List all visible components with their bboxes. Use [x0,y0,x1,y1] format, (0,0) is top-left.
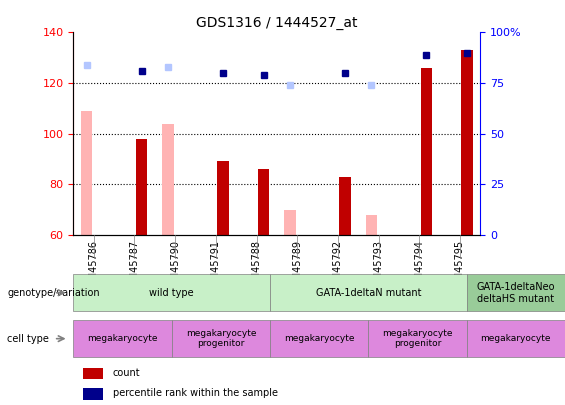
Bar [218,162,229,235]
Text: count: count [113,368,140,378]
Bar [340,177,351,235]
FancyBboxPatch shape [467,320,565,357]
FancyBboxPatch shape [270,320,368,357]
Text: cell type: cell type [7,334,49,344]
Text: wild type: wild type [150,288,194,298]
FancyBboxPatch shape [73,320,172,357]
Bar [366,215,377,235]
Text: megakaryocyte: megakaryocyte [88,334,158,343]
FancyBboxPatch shape [73,274,270,311]
Bar [462,50,473,235]
Text: genotype/variation: genotype/variation [7,288,99,298]
Bar [83,388,103,400]
Bar [81,111,92,235]
FancyBboxPatch shape [368,320,467,357]
Bar [136,139,147,235]
Text: megakaryocyte
progenitor: megakaryocyte progenitor [186,329,256,348]
Bar [284,210,295,235]
Text: megakaryocyte: megakaryocyte [481,334,551,343]
Text: GATA-1deltaN mutant: GATA-1deltaN mutant [316,288,421,298]
Text: megakaryocyte: megakaryocyte [284,334,354,343]
FancyBboxPatch shape [172,320,270,357]
Bar [421,68,432,235]
Bar [83,368,103,379]
FancyBboxPatch shape [467,274,565,311]
FancyBboxPatch shape [270,274,467,311]
Bar [258,169,270,235]
Text: GATA-1deltaNeo
deltaHS mutant: GATA-1deltaNeo deltaHS mutant [477,282,555,303]
Bar [162,124,173,235]
Text: megakaryocyte
progenitor: megakaryocyte progenitor [383,329,453,348]
Text: percentile rank within the sample: percentile rank within the sample [113,388,278,398]
Title: GDS1316 / 1444527_at: GDS1316 / 1444527_at [196,16,358,30]
